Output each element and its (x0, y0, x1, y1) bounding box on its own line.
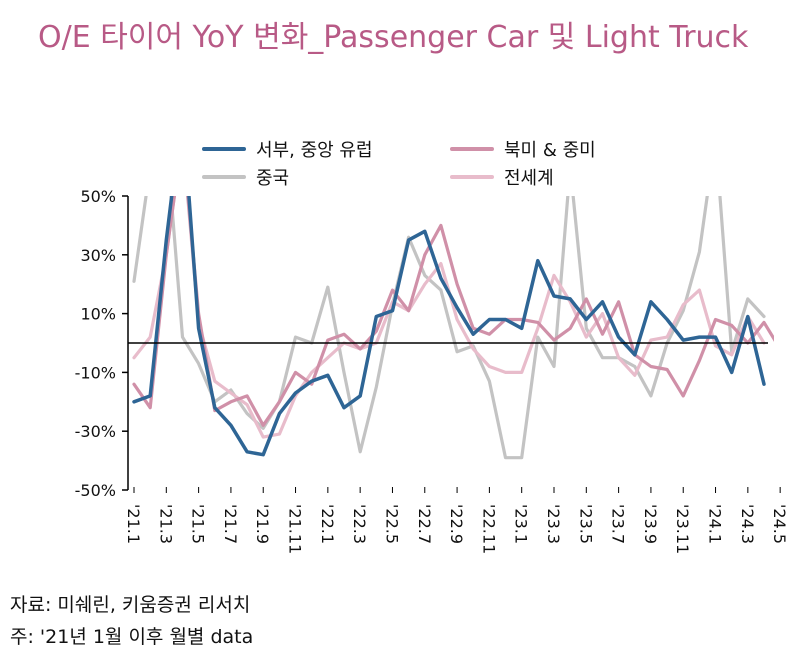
y-tick-label: -50% (75, 481, 116, 500)
y-tick-label: 50% (80, 187, 116, 206)
x-tick-label: '21.11 (286, 504, 305, 554)
source-note: 자료: 미쉐린, 키움증권 리서치 (10, 594, 251, 616)
x-tick-label: '22.7 (415, 504, 434, 544)
x-tick-label: '21.9 (253, 504, 272, 544)
legend-swatch (202, 147, 246, 151)
y-tick-label: -30% (75, 422, 116, 441)
legend-item: 서부, 중앙 유럽 (202, 136, 373, 162)
x-tick-label: '23.7 (609, 504, 628, 544)
x-tick-label: '22.5 (382, 504, 401, 544)
x-tick-label: '24.1 (706, 504, 725, 544)
x-tick-label: '23.11 (673, 504, 692, 554)
legend: 서부, 중앙 유럽 북미 & 중미 중국 전세계 (196, 136, 676, 196)
legend-item: 북미 & 중미 (450, 136, 596, 162)
y-tick-label: -10% (75, 363, 116, 382)
x-tick-label: '23.3 (544, 504, 563, 544)
x-tick-label: '22.1 (318, 504, 337, 544)
x-tick-label: '23.1 (512, 504, 531, 544)
x-tick-label: '21.5 (189, 504, 208, 544)
x-tick-label: '24.3 (738, 504, 757, 544)
x-tick-label: '22.9 (447, 504, 466, 544)
x-tick-label: '21.7 (221, 504, 240, 544)
footnote: 주: '21년 1월 이후 월별 data (10, 626, 254, 648)
legend-label: 서부, 중앙 유럽 (256, 140, 373, 161)
chart-title: O/E 타이어 YoY 변화_Passenger Car 및 Light Tru… (38, 20, 749, 55)
x-tick-label: '21.3 (156, 504, 175, 544)
x-tick-label: '22.3 (350, 504, 369, 544)
legend-swatch (450, 175, 494, 179)
y-tick-label: 10% (80, 305, 116, 324)
legend-swatch (202, 175, 246, 179)
legend-label: 전세계 (504, 168, 554, 189)
series-line (132, 196, 774, 427)
x-tick-label: '23.9 (641, 504, 660, 544)
y-tick-label: 30% (80, 246, 116, 265)
x-tick-label: '23.5 (576, 504, 595, 544)
x-tick-label: '21.1 (124, 504, 143, 544)
series-line (132, 196, 766, 457)
series-line (132, 196, 766, 460)
legend-label: 중국 (256, 168, 290, 189)
x-tick-label: '22.11 (479, 504, 498, 554)
x-tick-label: '24.5 (770, 504, 789, 544)
legend-item: 전세계 (450, 164, 554, 190)
legend-item: 중국 (202, 164, 289, 190)
series-line (132, 196, 766, 439)
legend-label: 북미 & 중미 (504, 140, 596, 161)
legend-swatch (450, 147, 494, 151)
